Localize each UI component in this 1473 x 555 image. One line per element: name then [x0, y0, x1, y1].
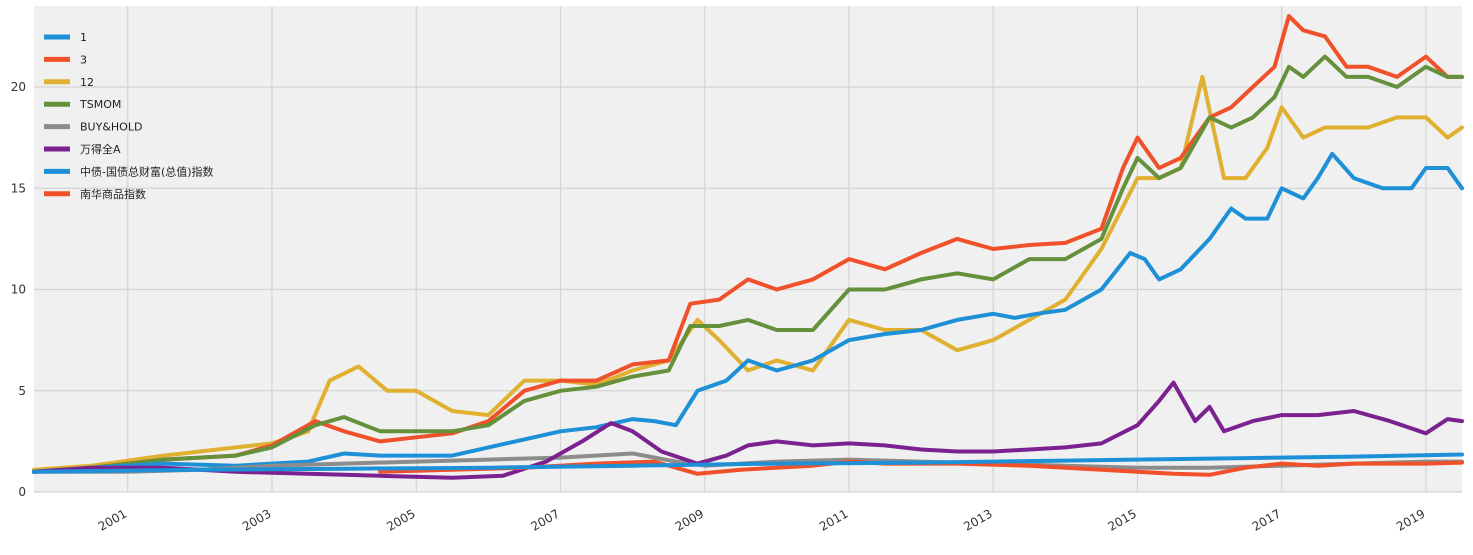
x-tick-label: 2011 [817, 506, 850, 533]
x-tick-label: 2001 [96, 506, 129, 533]
legend-label: 1 [80, 31, 87, 44]
series-line-7 [378, 459, 1464, 477]
series-line-5 [32, 380, 1464, 480]
legend-label: 3 [80, 53, 87, 66]
x-tick-label: 2015 [1106, 506, 1139, 533]
x-tick-label: 2017 [1250, 506, 1283, 533]
series-line-2 [32, 74, 1464, 472]
plot-area [34, 6, 1462, 492]
x-tick-label: 2005 [384, 506, 417, 533]
legend-label: TSMOM [79, 98, 121, 111]
y-tick-label: 15 [11, 181, 26, 195]
y-axis: 0 5 10 15 20 [11, 80, 26, 499]
legend-label: 12 [80, 76, 94, 89]
y-tick-label: 10 [11, 283, 26, 297]
series-line-3 [32, 54, 1464, 474]
legend: 1 3 12 TSMOM BUY&HOLD 万得全A 中债-国债总财富(总值)指数南华商品指… [44, 31, 214, 201]
legend-label: 万得全A [80, 142, 121, 156]
series-line-0 [32, 151, 1464, 474]
y-tick-label: 0 [18, 485, 26, 499]
x-axis: 2001 2003 2005 2007 2009 2011 2013 2015 2017 2019 [96, 506, 1428, 533]
y-tick-label: 20 [11, 80, 26, 94]
series-layer [32, 14, 1464, 480]
x-tick-label: 2003 [240, 506, 273, 533]
y-tick-label: 5 [18, 384, 26, 398]
legend-label: 南华商品指数 [80, 187, 146, 201]
legend-label: BUY&HOLD [80, 121, 142, 134]
x-tick-label: 2013 [961, 506, 994, 533]
legend-label: 中债-国债总财富(总值)指数 [80, 164, 214, 178]
grid-lines [34, 6, 1462, 493]
x-tick-label: 2019 [1394, 506, 1427, 533]
series-line-6 [32, 452, 1464, 474]
x-tick-label: 2007 [529, 506, 562, 533]
series-line-1 [32, 14, 1464, 474]
x-tick-label: 2009 [673, 506, 706, 533]
